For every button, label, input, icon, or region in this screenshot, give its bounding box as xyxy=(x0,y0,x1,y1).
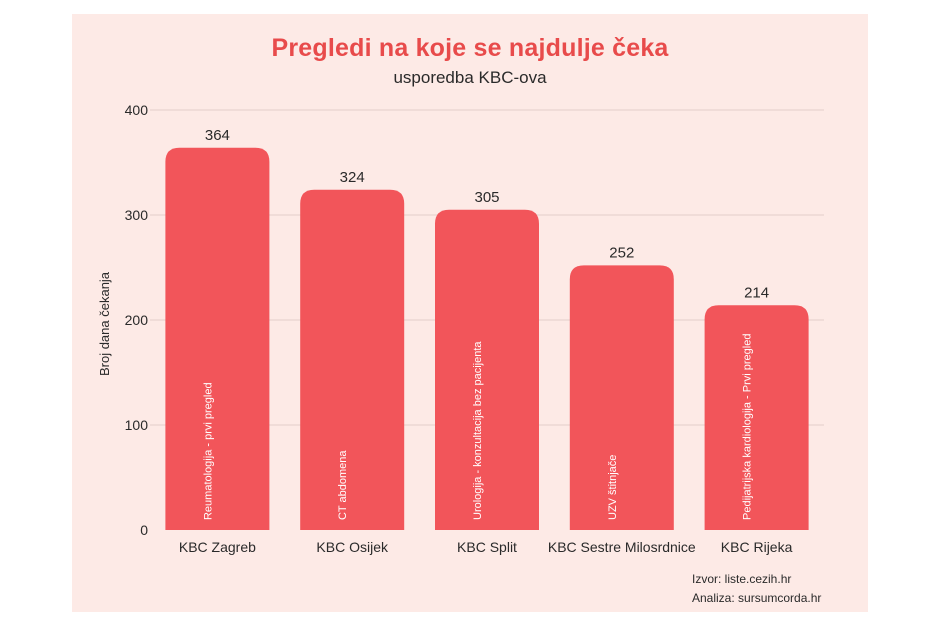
bars: 364 Reumatologija - prvi pregled 324 CT abd… xyxy=(165,127,809,531)
bar-chart: 0 100 200 300 400 364 Reumatologija - prvi pr… xyxy=(97,102,824,555)
bar xyxy=(300,189,405,531)
chart-title: Pregledi na koje se najdulje čeka xyxy=(271,34,669,62)
bar-value-label: 364 xyxy=(205,127,230,144)
bar-value-label: 214 xyxy=(744,284,769,301)
y-axis-label: Broj dana čekanja xyxy=(97,271,112,376)
bar-inner-label: UZV štitnjače xyxy=(607,455,619,520)
y-tick-label: 0 xyxy=(140,522,148,538)
y-tick-label: 400 xyxy=(125,102,149,118)
bar xyxy=(569,265,674,530)
y-tick-label: 300 xyxy=(125,207,149,223)
bar-inner-label: Reumatologija - prvi pregled xyxy=(202,382,214,520)
bar xyxy=(704,305,809,530)
x-tick-label: KBC Split xyxy=(457,539,517,555)
bar-value-label: 252 xyxy=(609,244,634,261)
bar xyxy=(435,209,539,530)
bar-inner-label: Pedijatrijska kardiologija - Prvi pregle… xyxy=(742,334,754,520)
x-tick-label: KBC Osijek xyxy=(316,539,389,555)
y-tick-label: 200 xyxy=(125,312,149,328)
source-izvor: Izvor: liste.cezih.hr xyxy=(692,572,792,586)
y-tick-label: 100 xyxy=(125,417,149,433)
y-axis-ticks: 0 100 200 300 400 xyxy=(125,102,149,538)
bar-value-label: 305 xyxy=(474,189,499,206)
bar xyxy=(165,147,270,531)
chart-subtitle: usporedba KBC-ova xyxy=(393,68,547,87)
bar-inner-label: CT abdomena xyxy=(337,450,349,520)
source-note: Izvor: liste.cezih.hr Analiza: sursumcor… xyxy=(692,570,821,608)
bar-inner-label: Urologija - konzultacija bez pacijenta xyxy=(472,341,484,520)
x-tick-label: KBC Zagreb xyxy=(179,539,256,555)
bar-value-label: 324 xyxy=(340,169,365,186)
chart-card: Pregledi na koje se najdulje čeka uspore… xyxy=(72,14,868,612)
source-analiza: Analiza: sursumcorda.hr xyxy=(692,591,822,605)
x-tick-label: KBC Rijeka xyxy=(721,539,793,555)
x-axis-ticks: KBC Zagreb KBC Osijek KBC Split KBC Sestre … xyxy=(179,539,793,555)
x-tick-label: KBC Sestre Milosrdnice xyxy=(548,539,696,555)
